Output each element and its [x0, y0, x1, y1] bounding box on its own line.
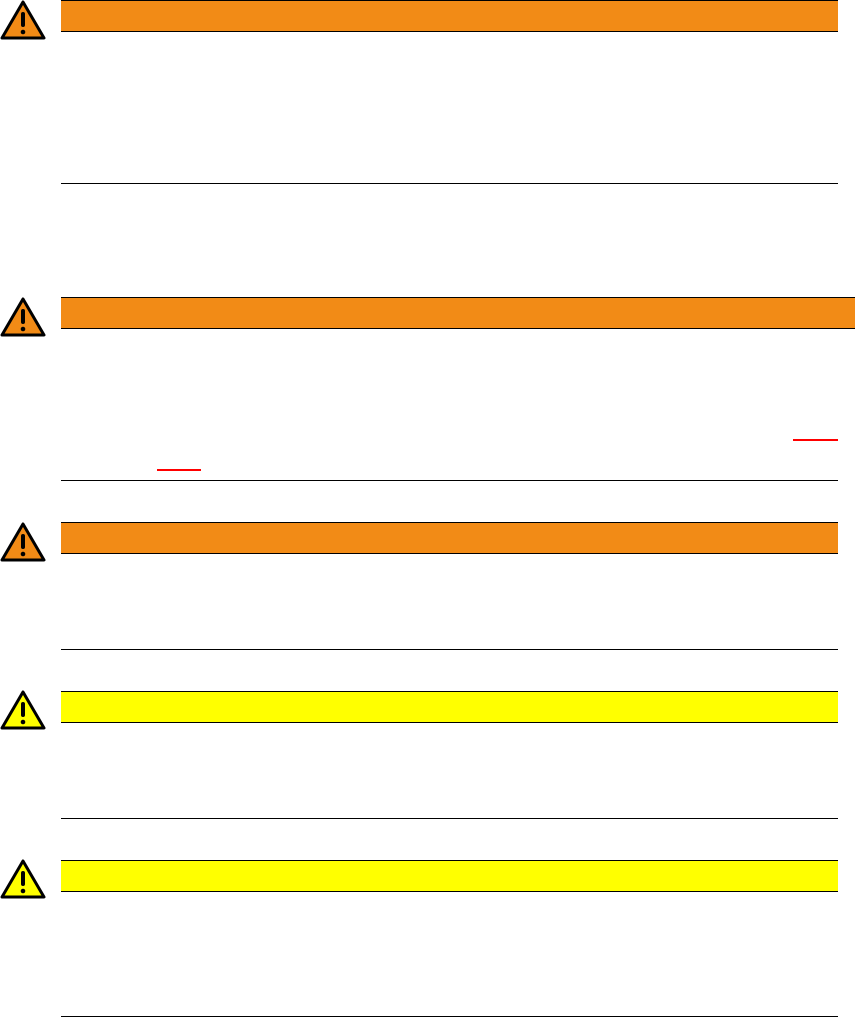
warning-triangle-icon	[0, 522, 46, 562]
notice-header	[61, 297, 855, 329]
warning-triangle-icon	[0, 859, 46, 899]
divider	[61, 1016, 838, 1017]
notice-header	[61, 691, 838, 723]
warning-triangle-icon	[0, 0, 46, 40]
link-underline[interactable]	[157, 469, 201, 471]
divider	[61, 183, 838, 184]
divider	[61, 649, 838, 650]
notice-header	[61, 0, 838, 32]
link-underline[interactable]	[793, 439, 838, 441]
warning-triangle-icon	[0, 690, 46, 730]
divider	[61, 480, 838, 481]
divider	[61, 818, 838, 819]
notice-header	[61, 522, 838, 554]
notice-header	[61, 860, 838, 892]
warning-triangle-icon	[0, 297, 46, 337]
